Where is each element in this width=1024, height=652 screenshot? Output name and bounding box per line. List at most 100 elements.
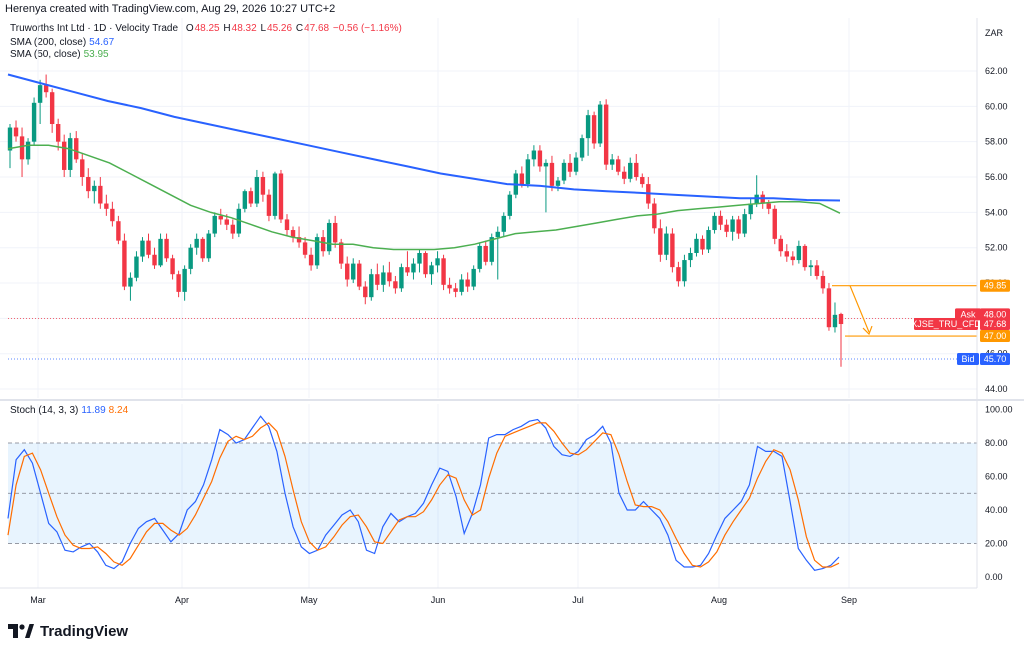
candle-body (435, 258, 440, 266)
candle-body (248, 191, 254, 204)
stoch-tick-label: 80.00 (985, 438, 1008, 448)
candle-body (158, 238, 163, 266)
candle-body (218, 215, 223, 220)
candle-body (152, 254, 157, 266)
candle-body (68, 138, 73, 170)
change-value: −0.56 (−1.16%) (332, 23, 402, 34)
stoch-axis[interactable]: 100.00 80.00 60.00 40.00 20.00 0.00 (985, 405, 1013, 583)
candle-body (495, 231, 500, 238)
candle-body (345, 263, 350, 280)
currency-label[interactable]: ZAR (985, 28, 1004, 38)
stoch-label: Stoch (14, 3, 3) (10, 405, 79, 416)
target-arrowhead (862, 325, 873, 336)
candle-body (628, 162, 633, 179)
candle-body (670, 233, 675, 268)
candle-body (302, 242, 308, 255)
candle-body (808, 265, 814, 268)
candle-body (634, 162, 639, 178)
target-arrow (849, 285, 870, 333)
time-tick-label: Apr (175, 595, 189, 605)
candle-body (549, 162, 555, 186)
price-axis[interactable]: 62.0060.0058.0056.0054.0052.0050.0048.00… (985, 66, 1008, 394)
high-value: 48.32 (231, 23, 257, 34)
candle-body (260, 177, 266, 195)
candle-body (381, 272, 386, 285)
candle-body (567, 162, 573, 172)
candle-body (272, 173, 278, 216)
price-tick-label: 44.00 (985, 384, 1008, 394)
time-tick-label: Mar (30, 595, 46, 605)
candle-body (712, 215, 717, 231)
stoch-tick-label: 40.00 (985, 505, 1008, 515)
candle-body (688, 253, 693, 261)
candle-body (694, 238, 699, 254)
candle-body (284, 219, 290, 231)
candle-body (784, 251, 790, 257)
candle-body (820, 275, 826, 289)
close-label: C (295, 23, 304, 34)
candle-body (585, 115, 591, 139)
last-price-tag-bg (980, 318, 1010, 331)
candle-body (658, 228, 663, 255)
candle-body (531, 150, 537, 160)
candle-body (49, 92, 55, 125)
candle-body (609, 159, 615, 165)
candle-body (212, 215, 217, 234)
candle-body (278, 173, 284, 220)
candle-body (37, 85, 43, 103)
close-value: 47.68 (304, 23, 330, 34)
sma200-value: 54.67 (89, 37, 115, 48)
candle-body (236, 208, 242, 234)
price-tick-label: 60.00 (985, 101, 1008, 111)
candle-body (146, 240, 151, 255)
candle-body (128, 277, 133, 287)
bid-label-tag-bg (957, 353, 979, 366)
candle-body (501, 215, 506, 232)
symbol-legend[interactable]: Truworths Int Ltd · 1D · Velocity Trade … (10, 22, 402, 35)
candle-body (332, 222, 338, 243)
bid-tag-bg (980, 353, 1010, 366)
sma200-legend[interactable]: SMA (200, close) 54.67 (10, 36, 114, 49)
candle-body (393, 281, 398, 289)
candle-body (357, 263, 362, 287)
candle-body (98, 185, 103, 204)
gridlines (0, 18, 977, 588)
candles (7, 74, 844, 367)
candle-body (597, 104, 603, 144)
candle-body (772, 208, 777, 239)
candle-body (465, 279, 470, 287)
sma50-legend[interactable]: SMA (50, close) 53.95 (10, 48, 109, 61)
time-axis[interactable]: Mar Apr May Jun Jul Aug Sep (30, 595, 857, 605)
ask-tag: 48.00 (984, 309, 1007, 319)
stoch-k-line (7, 415, 840, 571)
stoch-legend[interactable]: Stoch (14, 3, 3) 11.89 8.24 (10, 404, 128, 417)
candle-body (164, 238, 169, 259)
low-label: L (260, 23, 267, 34)
candle-body (622, 171, 627, 179)
candle-body (363, 286, 368, 298)
candle-body (224, 219, 229, 225)
candle-body (664, 233, 669, 255)
candle-body (676, 267, 681, 282)
ask-label-tag-bg (955, 308, 981, 321)
candle-body (802, 245, 808, 268)
last-price-tag: 47.68 (984, 319, 1007, 329)
candle-body (615, 159, 621, 172)
candle-body (519, 173, 525, 185)
candle-body (61, 141, 67, 170)
candle-body (375, 274, 380, 285)
candle-body (104, 203, 109, 209)
candle-body (206, 233, 211, 259)
candle-body (838, 313, 844, 325)
sma200-line (7, 73, 841, 202)
candle-body (790, 256, 796, 261)
tradingview-logo[interactable]: TradingView (8, 620, 128, 642)
candle-body (296, 237, 302, 243)
candle-body (194, 238, 199, 248)
symbol-tag: XJSE_TRU_CFD (911, 319, 981, 329)
candle-body (561, 162, 567, 181)
candle-body (19, 136, 25, 160)
target-low-tag-bg (980, 330, 1010, 343)
